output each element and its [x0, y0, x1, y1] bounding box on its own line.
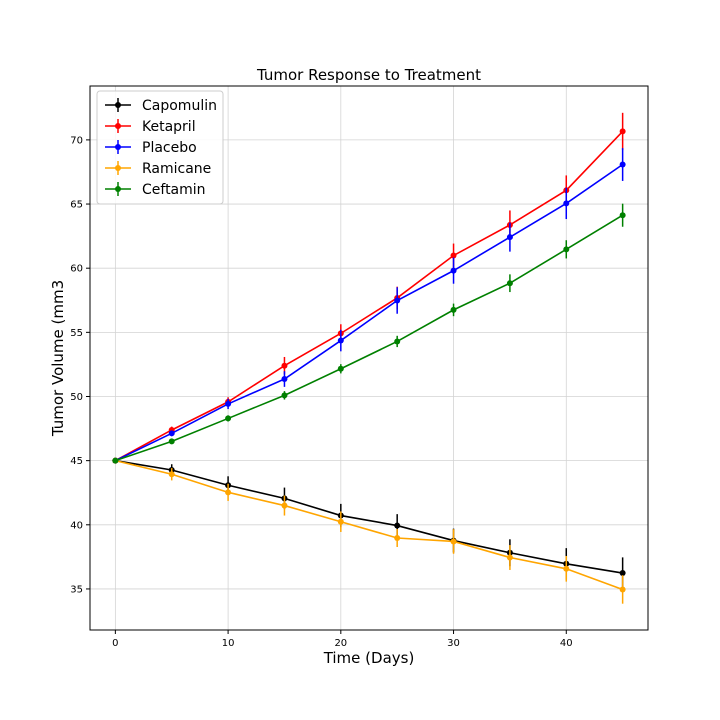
legend-marker: [115, 165, 121, 171]
data-point: [619, 128, 626, 135]
plot-series: [112, 112, 626, 604]
x-tick-label: 0: [112, 638, 118, 649]
data-point: [450, 306, 457, 313]
data-point: [506, 280, 513, 287]
data-point: [337, 337, 344, 344]
data-point: [450, 252, 457, 259]
y-axis-label: Tumor Volume (mm3: [49, 280, 67, 437]
y-tick-label: 45: [70, 456, 83, 467]
series-line-ketapril: [114, 130, 624, 462]
data-point: [112, 457, 119, 464]
y-tick-label: 50: [70, 392, 83, 403]
data-point: [225, 400, 232, 407]
legend-item-ketapril: Ketapril: [105, 119, 196, 135]
plot-frame: [89, 85, 649, 631]
data-point: [394, 297, 401, 304]
legend-label: Placebo: [142, 140, 197, 156]
x-tick-label: 10: [222, 638, 235, 649]
series-line-placebo: [115, 163, 624, 462]
data-point: [168, 438, 175, 445]
legend-label: Capomulin: [142, 98, 217, 114]
data-point: [450, 267, 457, 274]
data-point: [394, 522, 401, 529]
data-point: [619, 161, 626, 168]
legend-marker: [115, 186, 121, 192]
data-point: [337, 518, 344, 525]
x-axis-label: Time (Days): [323, 649, 415, 667]
data-point: [281, 362, 288, 369]
x-tick-label: 30: [447, 638, 460, 649]
chart-title: Tumor Response to Treatment: [256, 66, 481, 84]
data-point: [168, 471, 175, 478]
legend-label: Ceftamin: [142, 182, 206, 198]
series-line-ceftamin: [115, 214, 624, 462]
y-tick-label: 60: [70, 264, 83, 275]
data-point: [619, 212, 626, 219]
data-point: [337, 365, 344, 372]
x-tick-label: 20: [334, 638, 347, 649]
y-tick-label: 65: [70, 200, 83, 211]
series-line-ramicane: [115, 459, 623, 591]
data-point: [450, 538, 457, 545]
data-point: [281, 392, 288, 399]
data-point: [563, 246, 570, 253]
legend-item-ramicane: Ramicane: [105, 161, 211, 177]
data-point: [506, 554, 513, 561]
series-ramicane: [112, 457, 626, 604]
legend-marker: [115, 123, 121, 129]
series-ceftamin: [112, 203, 626, 464]
y-tick-label: 35: [70, 584, 83, 595]
legend-marker: [115, 144, 121, 150]
data-point: [225, 489, 232, 496]
series-capomulin: [112, 457, 626, 589]
y-tick-label: 40: [70, 520, 83, 531]
legend-item-placebo: Placebo: [105, 140, 197, 156]
data-point: [281, 376, 288, 383]
legend: Capomulin Ketapril Placebo Ramicane Ceftamin: [96, 90, 224, 205]
data-point: [563, 200, 570, 207]
axis-ticks: 0 10 20 30 40 35 40 45 50 55 60 65 70: [70, 135, 572, 649]
data-point: [563, 565, 570, 572]
legend-marker: [115, 102, 121, 108]
y-tick-label: 55: [70, 328, 83, 339]
data-point: [225, 415, 232, 422]
legend-label: Ramicane: [142, 161, 211, 177]
data-point: [168, 430, 175, 437]
series-placebo: [112, 148, 626, 464]
data-point: [619, 570, 626, 577]
series-line-capomulin: [115, 459, 623, 574]
legend-box: [96, 90, 224, 205]
legend-label: Ketapril: [142, 119, 196, 135]
y-tick-label: 70: [70, 135, 83, 146]
legend-item-ceftamin: Ceftamin: [105, 182, 206, 198]
legend-item-capomulin: Capomulin: [105, 98, 217, 114]
data-point: [281, 502, 288, 509]
data-point: [394, 338, 401, 345]
data-point: [506, 234, 513, 241]
data-point: [394, 535, 401, 542]
data-point: [619, 586, 626, 593]
x-tick-label: 40: [560, 638, 573, 649]
